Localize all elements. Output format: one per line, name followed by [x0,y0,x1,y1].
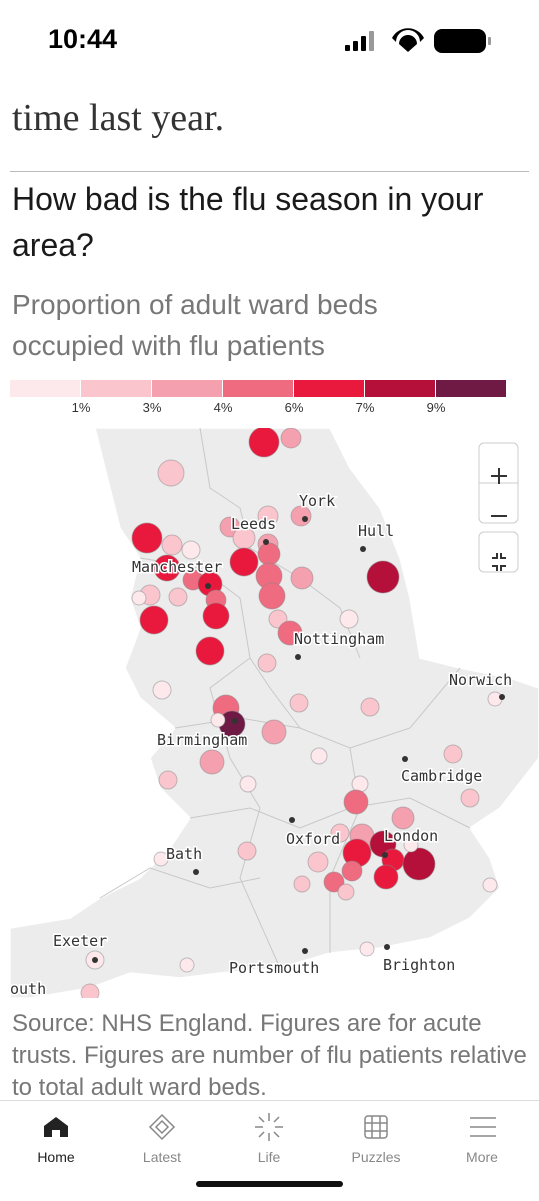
legend-label: 1% [72,400,91,415]
place-label: Exeter [53,932,107,950]
article-text: time last year. [12,97,225,139]
legend-label: 6% [285,400,304,415]
legend: 1% 3% 4% 6% 7% 9% [10,380,506,415]
wifi-icon [392,28,424,52]
battery-icon [434,29,486,53]
home-icon[interactable] [44,1117,68,1137]
map: York Hull Leeds Manchester Nottingham No… [9,428,539,998]
place-label: York [299,492,335,510]
battery-tip [488,37,491,45]
legend-swatch [10,380,80,397]
nav-label[interactable]: More [466,1149,498,1165]
place-label: Cambridge [401,767,482,785]
place-label: outh [10,980,46,998]
bottom-nav: Home Latest Life Puzzles More [0,1100,539,1187]
legend-label: 7% [356,400,375,415]
legend-label: 4% [214,400,233,415]
zoom-controls [478,442,519,573]
signal-icon [345,31,374,51]
legend-label: 3% [143,400,162,415]
legend-swatch [223,380,293,397]
city-dots [92,516,505,963]
place-label: Oxford [286,830,340,848]
zoom-in[interactable] [491,468,507,484]
fullscreen-button[interactable] [478,531,519,573]
place-label: Manchester [132,558,222,576]
place-label: London [384,827,438,845]
home-indicator [196,1181,343,1187]
place-label: Bath [166,845,202,863]
nav-label[interactable]: Latest [143,1149,181,1165]
nav-label[interactable]: Life [258,1149,281,1165]
chart-heading: How bad is the flu season in your area? [12,181,484,263]
divider [10,171,529,172]
chart-subheading: Proportion of adult ward beds occupied w… [12,289,378,361]
legend-swatch [365,380,435,397]
legend-swatch [152,380,222,397]
legend-swatch [436,380,506,397]
nav-label[interactable]: Puzzles [351,1149,400,1165]
legend-swatch [81,380,151,397]
place-label: Portsmouth [229,959,319,977]
place-label: Norwich [449,671,512,689]
life-icon[interactable] [255,1113,283,1141]
place-label: Hull [358,522,394,540]
source-note: Source: NHS England. Figures are for acu… [12,1010,527,1100]
puzzles-icon[interactable] [364,1115,388,1139]
place-label: Leeds [231,515,276,533]
status-time: 10:44 [48,24,118,54]
status-bar [345,28,491,53]
place-label: Nottingham [294,630,384,648]
latest-icon[interactable] [148,1113,176,1141]
legend-label: 9% [427,400,446,415]
place-label: Brighton [383,956,455,974]
more-icon[interactable] [470,1117,496,1137]
legend-swatch [294,380,364,397]
trust-circles [80,428,503,998]
place-label: Birmingham [157,731,247,749]
nav-label[interactable]: Home [37,1149,75,1165]
